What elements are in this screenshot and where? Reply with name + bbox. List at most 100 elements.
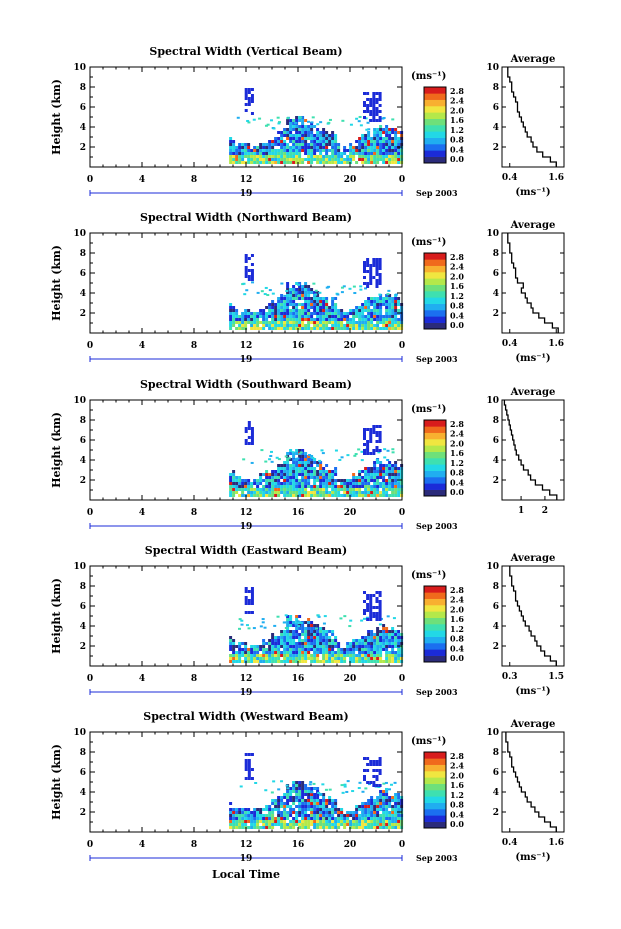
average-frame	[501, 399, 565, 501]
heatmap-cell	[316, 312, 320, 315]
colorbar-frame	[423, 252, 447, 330]
heatmap-cell	[379, 152, 383, 155]
heatmap-cell	[319, 303, 323, 306]
heatmap-cell	[307, 134, 311, 137]
heatmap-cell	[259, 146, 263, 149]
heatmap-cell	[375, 110, 379, 113]
heatmap-cell	[372, 781, 376, 784]
heatmap-cell	[301, 645, 305, 648]
heatmap-cell	[346, 315, 350, 318]
heatmap-cell	[238, 494, 242, 497]
heatmap-cell	[328, 642, 332, 645]
heatmap-cell	[250, 158, 254, 161]
heatmap-cell	[378, 434, 382, 437]
heatmap-cell	[310, 485, 314, 488]
heatmap-cell	[319, 300, 323, 303]
heatmap-cell	[331, 312, 335, 315]
heatmap-cell	[391, 146, 395, 149]
heatmap-cell	[241, 826, 245, 829]
heatmap-cell	[298, 449, 302, 452]
x-tick-label: 0	[399, 341, 405, 351]
heatmap-cell	[271, 146, 275, 149]
colorbar-tick-label: 0.4	[450, 809, 464, 819]
heatmap-cell	[262, 814, 266, 817]
heatmap-cell	[322, 300, 326, 303]
heatmap-cell	[373, 134, 377, 137]
heatmap-cell	[268, 648, 272, 651]
heatmap-cell	[322, 158, 326, 161]
heatmap-cell	[271, 292, 275, 295]
heatmap-cell	[307, 817, 311, 820]
heatmap-cell	[274, 494, 278, 497]
heatmap-cell	[349, 158, 353, 161]
heatmap-cell	[313, 624, 317, 627]
heatmap-cell	[334, 303, 338, 306]
heatmap-cell	[286, 288, 290, 291]
heatmap-cell	[271, 327, 275, 330]
heatmap-cell	[232, 306, 236, 309]
heatmap-cell	[391, 118, 395, 121]
heatmap-cell	[352, 642, 356, 645]
heatmap-cell	[229, 321, 233, 324]
colorbar-swatch	[424, 809, 446, 816]
heatmap-cell	[301, 491, 305, 494]
heatmap-cell	[283, 660, 287, 663]
heatmap-cell	[286, 128, 290, 131]
heatmap-cell	[391, 321, 395, 324]
heatmap-cell	[366, 618, 370, 621]
heatmap-cell	[289, 128, 293, 131]
heatmap-cell	[289, 146, 293, 149]
heatmap-cell	[369, 452, 373, 455]
heatmap-cell	[388, 811, 392, 814]
heatmap-cell	[238, 488, 242, 491]
heatmap-cell	[316, 633, 320, 636]
heatmap-cell	[376, 479, 380, 482]
heatmap-cell	[277, 654, 281, 657]
heatmap-cell	[378, 258, 382, 261]
heatmap-cell	[376, 639, 380, 642]
heatmap-cell	[277, 303, 281, 306]
heatmap-cell	[283, 158, 287, 161]
heatmap-cell	[322, 315, 326, 318]
average-profile-line	[505, 732, 557, 832]
heatmap-cell	[388, 321, 392, 324]
heatmap-cell	[292, 452, 296, 455]
heatmap-cell	[295, 805, 299, 808]
y-tick-label: 10	[73, 728, 86, 738]
heatmap-cell	[289, 125, 293, 128]
heatmap-cell	[346, 817, 350, 820]
heatmap-cell	[235, 152, 239, 155]
heatmap-cell	[316, 476, 320, 479]
heatmap-cell	[313, 125, 317, 128]
heatmap-cell	[363, 282, 366, 285]
heatmap-cell	[376, 826, 380, 829]
heatmap-cell	[366, 270, 370, 273]
heatmap-cell	[355, 817, 359, 820]
heatmap-cell	[232, 482, 236, 485]
heatmap-cell	[232, 161, 236, 164]
heatmap-cell	[373, 327, 377, 330]
heatmap-cell	[232, 476, 236, 479]
heatmap-cell	[388, 660, 392, 663]
heatmap-cell	[250, 826, 254, 829]
heatmap-cell	[229, 636, 233, 639]
heatmap-cell	[268, 149, 272, 152]
heatmap-cell	[292, 155, 296, 158]
heatmap-cell	[293, 459, 297, 462]
heatmap-cell	[277, 473, 281, 476]
heatmap-cell	[246, 119, 250, 122]
heatmap-cell	[364, 485, 368, 488]
heatmap-cell	[334, 657, 338, 660]
heatmap-cell	[247, 485, 251, 488]
heatmap-cell	[373, 146, 377, 149]
heatmap-cell	[325, 479, 329, 482]
heatmap-cell	[397, 488, 401, 491]
heatmap-cell	[382, 793, 386, 796]
heatmap-cell	[361, 811, 365, 814]
heatmap-cell	[388, 479, 392, 482]
heatmap-cell	[322, 494, 326, 497]
heatmap-cell	[301, 642, 305, 645]
heatmap-cell	[310, 621, 314, 624]
heatmap-cell	[235, 811, 239, 814]
heatmap-cell	[361, 651, 365, 654]
